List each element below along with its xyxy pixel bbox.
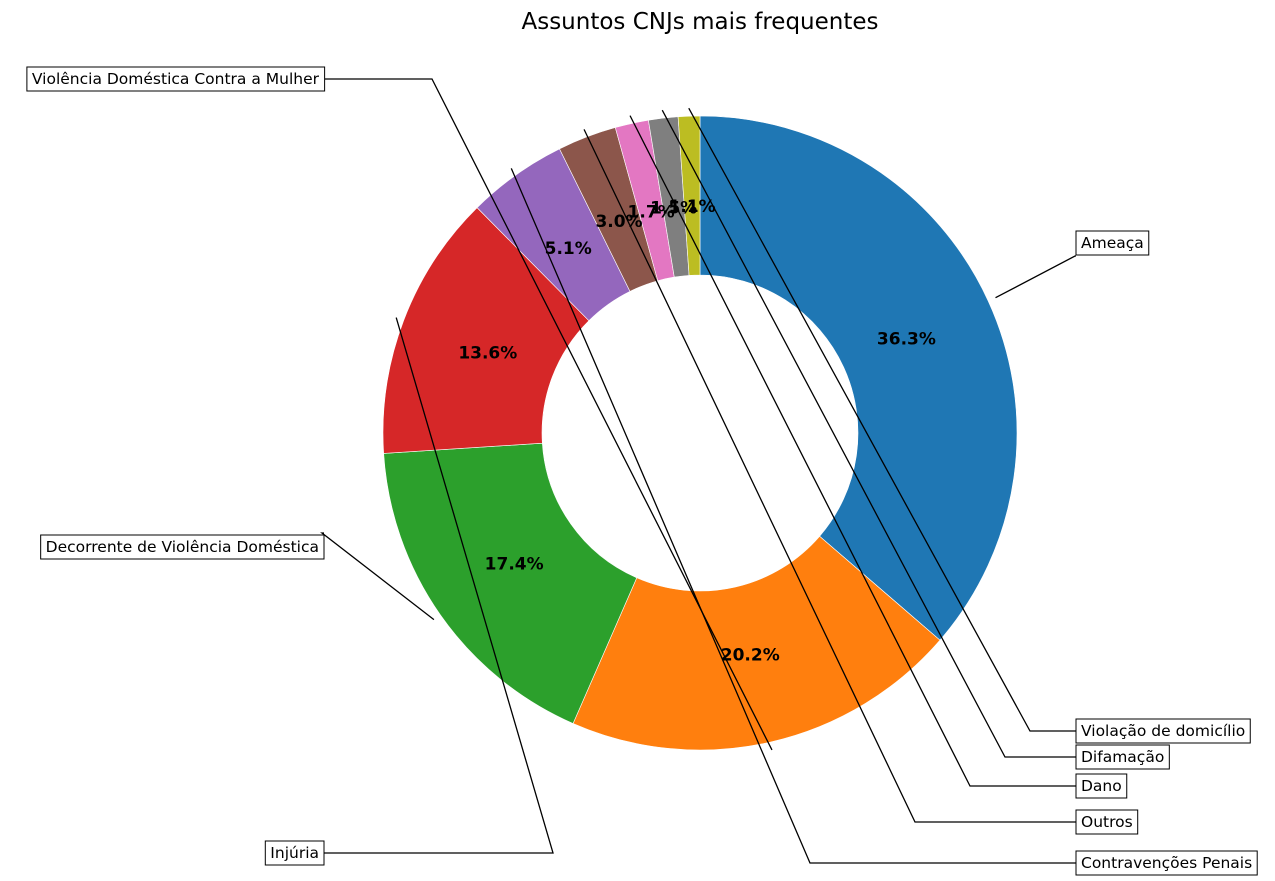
label-box — [40, 534, 325, 560]
category-label-text: Difamação — [1081, 748, 1164, 766]
category-label-text: Ameaça — [1081, 234, 1144, 252]
category-label-dano: Dano — [1075, 773, 1128, 799]
category-labels: Ameaça Violência Doméstica Contra a Mulhe… — [26, 66, 1258, 876]
slice-violacao-de-domicilio — [677, 115, 701, 276]
category-label-text: Violência Doméstica Contra a Mulher — [32, 70, 320, 88]
label-box — [1075, 718, 1251, 744]
percent-label-contravencoes-penais: 5.1% — [545, 239, 592, 259]
category-label-text: Decorrente de Violência Doméstica — [46, 538, 319, 556]
slice-ameaca — [699, 115, 1018, 641]
category-label-violencia-domestica-contra-a-mulher: Violência Doméstica Contra a Mulher — [26, 66, 326, 92]
category-label-text: Contravenções Penais — [1081, 854, 1252, 872]
percent-label-dano: 1.7% — [628, 202, 675, 222]
percent-label-violencia-domestica-contra-a-mulher: 20.2% — [721, 645, 780, 665]
category-label-injuria: Injúria — [264, 840, 325, 866]
slice-violencia-domestica-contra-a-mulher — [572, 535, 941, 751]
chart-title: Assuntos CNJs mais frequentes — [521, 9, 878, 35]
percent-label-difamacao: 1.5% — [650, 199, 697, 219]
category-label-text: Violação de domicílio — [1081, 722, 1245, 740]
category-label-violacao-de-domicilio: Violação de domicílio — [1075, 718, 1251, 744]
slice-injuria — [382, 207, 590, 454]
leader-line-difamacao — [661, 109, 1076, 758]
category-label-decorrente-de-violencia-domestica: Decorrente de Violência Doméstica — [40, 534, 325, 560]
leader-lines — [320, 78, 1076, 864]
leader-line-decorrente-de-violencia-domestica — [320, 532, 435, 621]
label-box — [1075, 773, 1128, 799]
leader-line-contravencoes-penais — [510, 168, 1076, 864]
percent-label-injuria: 13.6% — [458, 343, 517, 363]
category-label-contravencoes-penais: Contravenções Penais — [1075, 850, 1258, 876]
category-label-difamacao: Difamação — [1075, 744, 1170, 770]
leader-line-outros — [583, 129, 1076, 823]
label-box — [1075, 744, 1170, 770]
category-label-text: Dano — [1081, 777, 1122, 795]
donut-slices — [382, 115, 1018, 751]
label-box — [1075, 230, 1150, 256]
label-box — [1075, 850, 1258, 876]
leader-line-ameaca — [995, 255, 1076, 299]
percent-label-decorrente-de-violencia-domestica: 17.4% — [485, 554, 544, 574]
leader-line-violencia-domestica-contra-a-mulher — [324, 78, 773, 751]
slice-decorrente-de-violencia-domestica — [383, 442, 638, 724]
percent-label-ameaca: 36.3% — [877, 330, 936, 350]
leader-line-dano — [629, 115, 1076, 787]
leader-line-injuria — [324, 317, 554, 854]
category-label-text: Injúria — [270, 844, 319, 862]
label-box — [1075, 809, 1139, 835]
category-label-outros: Outros — [1075, 809, 1139, 835]
percent-label-violacao-de-domicilio: 1.1% — [669, 197, 716, 217]
label-box — [264, 840, 325, 866]
leader-line-violacao-de-domicilio — [688, 107, 1076, 732]
percent-labels: 36.3% 20.2% 17.4% 13.6% 5.1%3.0%1.7%1.5%1.1% — [458, 197, 936, 665]
category-label-ameaca: Ameaça — [1075, 230, 1150, 256]
percent-label-outros: 3.0% — [595, 212, 642, 232]
label-box — [26, 66, 326, 92]
category-label-text: Outros — [1081, 813, 1133, 831]
